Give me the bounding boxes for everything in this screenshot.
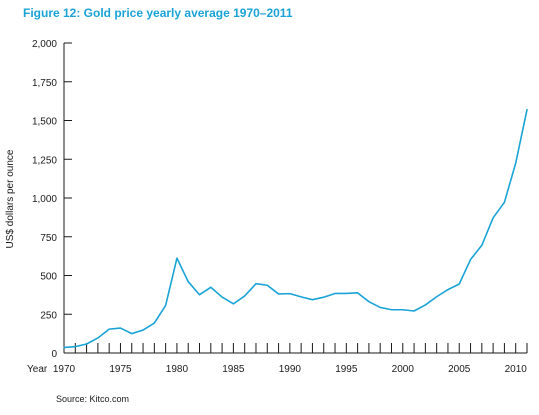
y-tick-label: 0	[51, 349, 57, 360]
x-tick-label: 1970	[53, 364, 76, 375]
x-tick-label: 1985	[222, 364, 245, 375]
chart-source: Source: Kitco.com	[56, 394, 130, 404]
y-tick-label: 250	[40, 310, 57, 321]
y-tick-label: 500	[40, 272, 57, 283]
x-axis: Year 1970 1975 1980 1985 1990 1995 2000 2005 2010	[27, 343, 528, 375]
series-group	[63, 108, 528, 349]
y-tick-label: 1,250	[32, 155, 57, 166]
y-tick-label: 1,750	[32, 78, 57, 89]
y-axis: 0 250 500 750 1,000 1,250 1,500 1,750 2,000	[32, 39, 72, 360]
y-tick-label: 1,000	[32, 194, 57, 205]
x-tick-label: 2000	[392, 364, 415, 375]
x-tick-label: 2005	[448, 364, 471, 375]
y-tick-label: 2,000	[32, 39, 57, 50]
y-tick-label: 1,500	[32, 117, 57, 128]
x-tick-label: 1995	[335, 364, 358, 375]
y-axis-label: US$ dollars per ounce	[5, 149, 16, 248]
x-tick-label: 1980	[166, 364, 189, 375]
series-line	[63, 108, 528, 349]
x-tick-label: 2010	[505, 364, 528, 375]
x-tick-label: 1990	[279, 364, 302, 375]
x-axis-label: Year	[27, 364, 48, 375]
y-tick-label: 750	[40, 233, 57, 244]
x-tick-label: 1975	[109, 364, 132, 375]
chart-title: Figure 12: Gold price yearly average 197…	[23, 6, 293, 20]
